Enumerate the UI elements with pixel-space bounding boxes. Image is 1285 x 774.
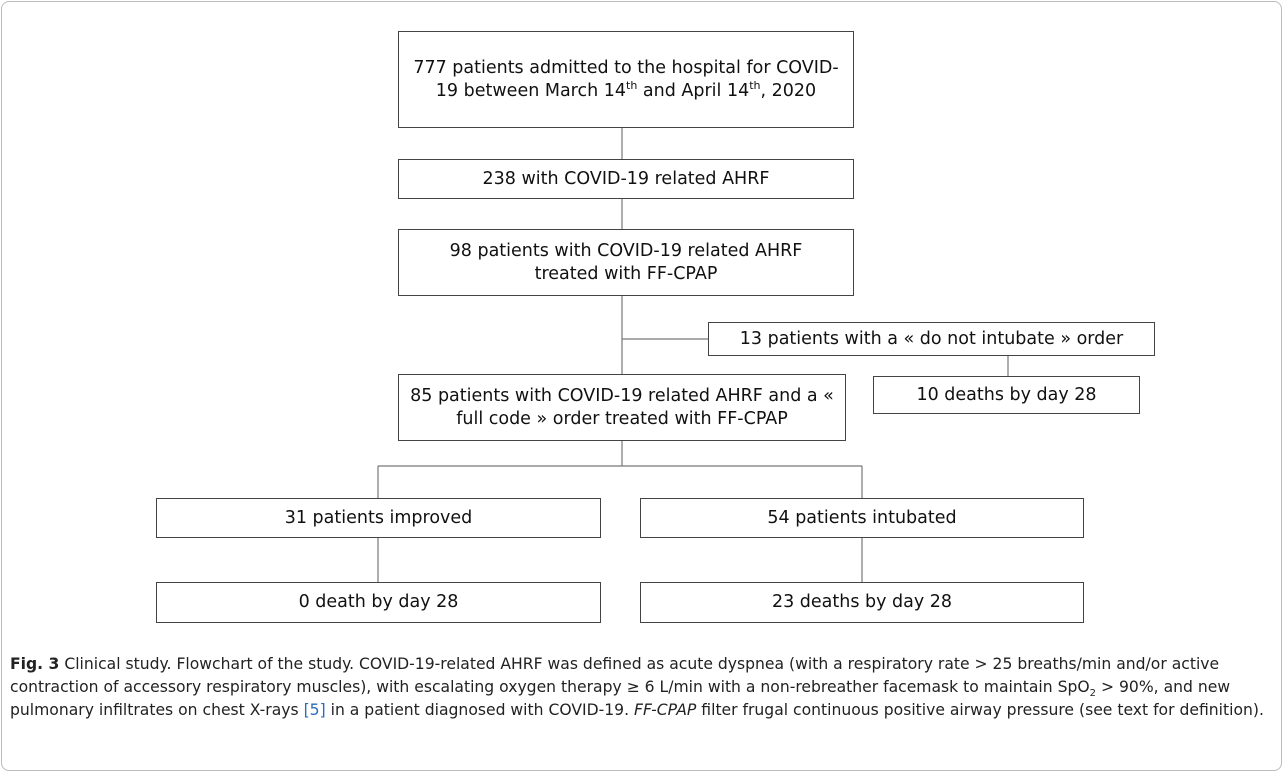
flow-box: 23 deaths by day 28 bbox=[640, 582, 1084, 623]
text: , 2020 bbox=[760, 80, 817, 101]
flow-box: 98 patients with COVID-19 related AHRF t… bbox=[398, 229, 854, 296]
flow-box: 238 with COVID-19 related AHRF bbox=[398, 159, 854, 199]
abbreviation: FF-CPAP bbox=[634, 701, 697, 719]
caption-text: filter frugal continuous positive airway… bbox=[696, 701, 1264, 719]
caption-text: > 90%, and new pulmonary infiltrates on … bbox=[10, 678, 1231, 719]
box-text: 31 patients improved bbox=[284, 507, 473, 528]
flow-box: 85 patients with COVID-19 related AHRF a… bbox=[398, 374, 846, 441]
box-text: 777 patients admitted to the hospital fo… bbox=[413, 57, 839, 103]
flow-box: 31 patients improved bbox=[156, 498, 601, 538]
box-text: 238 with COVID-19 related AHRF bbox=[482, 168, 770, 189]
reference-link[interactable]: [5] bbox=[303, 701, 326, 719]
subscript: 2 bbox=[1089, 688, 1097, 700]
box-text: 98 patients with COVID-19 related AHRF t… bbox=[449, 240, 803, 284]
box-text: 10 deaths by day 28 bbox=[916, 384, 1097, 405]
caption-text: Clinical study. Flowchart of the study. … bbox=[10, 655, 1220, 696]
figure-label: Fig. 3 bbox=[10, 655, 60, 673]
box-text: 85 patients with COVID-19 related AHRF a… bbox=[410, 385, 834, 429]
text: 777 patients admitted to the hospital fo… bbox=[413, 57, 839, 101]
superscript: th bbox=[626, 78, 638, 92]
box-text: 13 patients with a « do not intubate » o… bbox=[739, 328, 1124, 349]
flow-box: 13 patients with a « do not intubate » o… bbox=[708, 322, 1155, 356]
superscript: th bbox=[749, 78, 761, 92]
flow-box: 10 deaths by day 28 bbox=[873, 376, 1140, 414]
text: and April 14 bbox=[637, 80, 750, 101]
box-text: 23 deaths by day 28 bbox=[771, 592, 953, 612]
caption-text: in a patient diagnosed with COVID-19. bbox=[325, 701, 635, 719]
flow-box: 0 death by day 28 bbox=[156, 582, 601, 623]
flow-box: 777 patients admitted to the hospital fo… bbox=[398, 31, 854, 128]
box-text: 54 patients intubated bbox=[767, 507, 957, 528]
caption: Fig. 3 Clinical study. Flowchart of the … bbox=[10, 653, 1278, 722]
box-text: 0 death by day 28 bbox=[298, 592, 459, 612]
flow-box: 54 patients intubated bbox=[640, 498, 1084, 538]
